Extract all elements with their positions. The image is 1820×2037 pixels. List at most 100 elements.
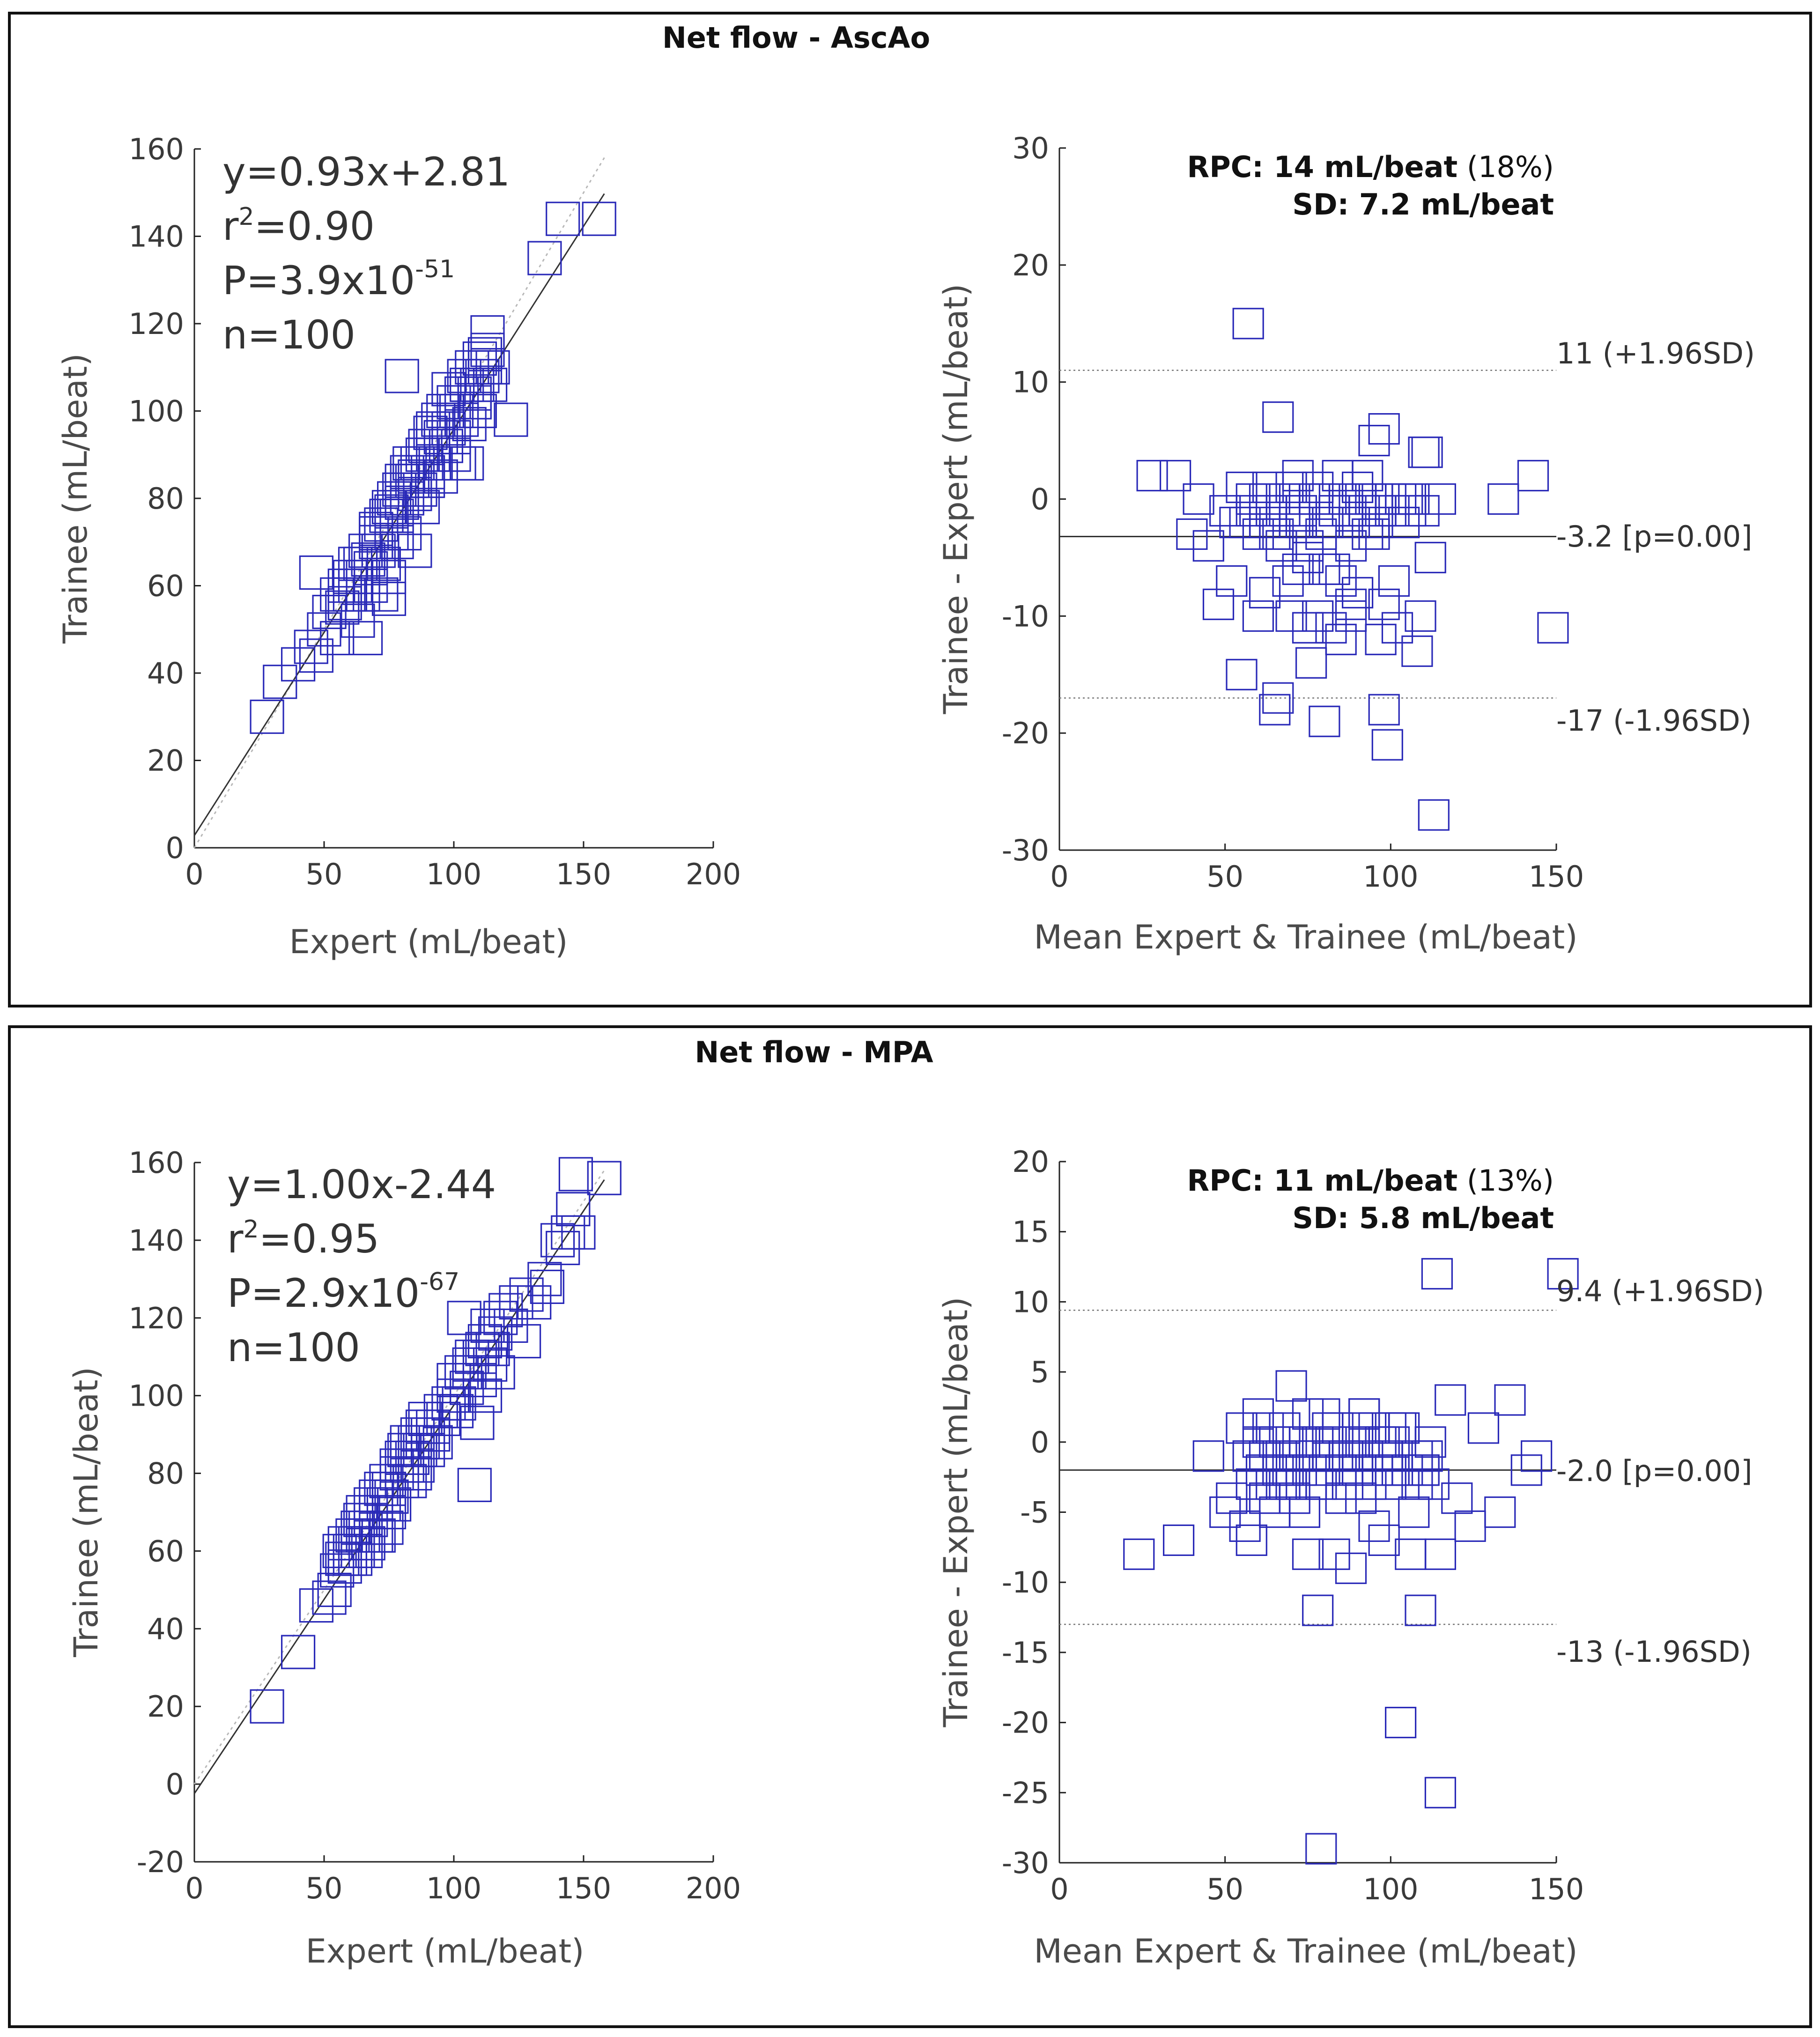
data-point bbox=[1424, 1777, 1456, 1808]
y-tick-label: -10 bbox=[1002, 1565, 1049, 1600]
data-point bbox=[408, 429, 443, 463]
data-point bbox=[346, 560, 380, 594]
data-point bbox=[1358, 1510, 1390, 1542]
data-point bbox=[499, 1285, 533, 1320]
data-point bbox=[1256, 495, 1287, 527]
data-point bbox=[452, 407, 487, 442]
data-point bbox=[418, 446, 453, 481]
data-point bbox=[390, 481, 424, 516]
data-point bbox=[1318, 553, 1350, 585]
data-point bbox=[1398, 483, 1430, 515]
y-ticks: 160 140 120 100 80 60 40 20 0 -20 bbox=[129, 1146, 201, 1879]
y-tick-label: 60 bbox=[147, 1534, 184, 1568]
data-point bbox=[1332, 495, 1363, 527]
data-point bbox=[465, 359, 500, 393]
data-point bbox=[1352, 459, 1383, 492]
data-point bbox=[1292, 530, 1324, 562]
data-point bbox=[561, 1215, 596, 1250]
sd-text: SD: 5.8 mL/beat bbox=[1292, 1201, 1554, 1235]
data-point bbox=[317, 1572, 352, 1607]
data-point bbox=[457, 1467, 492, 1502]
data-point bbox=[320, 621, 355, 656]
data-point bbox=[1209, 1496, 1241, 1528]
data-point bbox=[1269, 1412, 1301, 1444]
data-point bbox=[312, 1580, 347, 1615]
y-tick-label: 160 bbox=[129, 132, 184, 166]
data-point bbox=[1352, 518, 1383, 550]
p-prefix: P=2.9x10 bbox=[227, 1270, 420, 1316]
data-point bbox=[1345, 1482, 1377, 1514]
data-point bbox=[281, 1635, 316, 1669]
data-point bbox=[250, 699, 284, 734]
data-point bbox=[379, 525, 414, 559]
data-point bbox=[1216, 1482, 1248, 1514]
identity-line bbox=[193, 1170, 605, 1785]
data-point bbox=[1302, 471, 1334, 504]
fit-line bbox=[193, 1179, 605, 1794]
data-point bbox=[423, 1394, 458, 1429]
data-point bbox=[1517, 459, 1549, 492]
data-point bbox=[450, 1370, 484, 1405]
data-point bbox=[509, 1277, 544, 1312]
data-point bbox=[1252, 471, 1284, 504]
data-point bbox=[398, 1456, 432, 1491]
data-point bbox=[1342, 577, 1374, 609]
data-point bbox=[1262, 401, 1294, 433]
data-point bbox=[1249, 1482, 1281, 1514]
data-point bbox=[382, 472, 417, 507]
data-point bbox=[1232, 308, 1264, 340]
data-point bbox=[1282, 459, 1314, 492]
data-point bbox=[1302, 600, 1334, 632]
data-point bbox=[1365, 495, 1397, 527]
data-point bbox=[1249, 577, 1281, 609]
data-point bbox=[371, 490, 407, 525]
data-point bbox=[582, 201, 616, 236]
data-point bbox=[369, 1511, 404, 1545]
data-point bbox=[1242, 518, 1274, 550]
data-point bbox=[1269, 1468, 1301, 1500]
x-ticks: 0 50 100 150 200 bbox=[185, 841, 741, 891]
x-tick-label: 200 bbox=[686, 1871, 741, 1905]
data-point bbox=[1411, 436, 1443, 468]
data-point bbox=[494, 402, 528, 437]
y-tick-label: -20 bbox=[137, 1845, 184, 1879]
data-point bbox=[379, 498, 414, 533]
y-tick-label: 40 bbox=[147, 1612, 184, 1646]
data-point bbox=[351, 1526, 385, 1561]
data-point bbox=[405, 490, 440, 525]
data-point bbox=[1275, 471, 1307, 504]
data-point bbox=[475, 1332, 510, 1366]
data-point bbox=[1487, 483, 1519, 515]
data-point bbox=[444, 402, 479, 437]
data-point bbox=[338, 547, 373, 581]
data-point bbox=[299, 638, 334, 673]
rpc-pct-space bbox=[1457, 150, 1467, 184]
data-point bbox=[410, 1433, 445, 1467]
data-point bbox=[398, 459, 432, 494]
panel-title-mpa: Net flow - MPA bbox=[695, 1035, 933, 1069]
y-tick-label: 100 bbox=[129, 394, 184, 429]
x-tick-label: 0 bbox=[185, 857, 203, 891]
r-squared: r2=0.95 bbox=[227, 1215, 379, 1262]
data-point bbox=[462, 393, 497, 429]
x-axis-title: Mean Expert & Trainee (mL/beat) bbox=[1034, 1932, 1577, 1970]
data-point bbox=[1226, 471, 1258, 504]
sd-text: SD: 7.2 mL/beat bbox=[1292, 187, 1554, 222]
data-point bbox=[1385, 1707, 1417, 1739]
data-point bbox=[408, 1401, 443, 1436]
data-point bbox=[307, 612, 341, 647]
data-point bbox=[1375, 1412, 1406, 1444]
data-point bbox=[1242, 1426, 1274, 1458]
data-point bbox=[1269, 495, 1301, 527]
data-point bbox=[1510, 1454, 1542, 1486]
data-point bbox=[483, 1301, 518, 1335]
data-point bbox=[452, 1355, 487, 1390]
data-point bbox=[546, 201, 580, 236]
regression-equation: y=1.00x-2.44 bbox=[227, 1162, 496, 1207]
y-axis-title: Trainee (mL/beat) bbox=[56, 353, 95, 644]
data-point bbox=[398, 477, 432, 511]
data-point bbox=[1537, 612, 1569, 644]
y-tick-label: 60 bbox=[147, 569, 184, 603]
data-point bbox=[1355, 1468, 1387, 1500]
